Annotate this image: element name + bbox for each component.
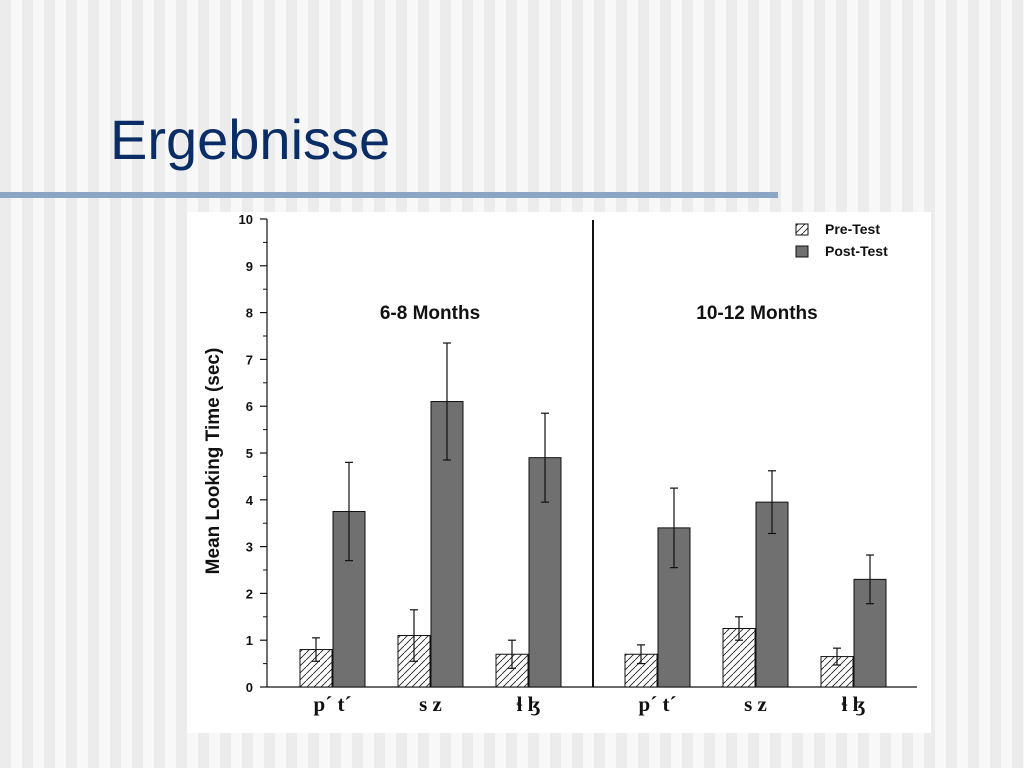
category-label: ɬ ɮ [517, 692, 541, 716]
category-label: s z [744, 692, 767, 716]
y-tick-label: 0 [246, 680, 253, 695]
category-label: p´ t´ [639, 692, 677, 716]
legend-swatch-pre-test [795, 223, 809, 236]
legend-swatch-post-test [795, 245, 809, 258]
y-tick-label: 9 [246, 259, 253, 274]
legend-label-post-test: Post-Test [825, 243, 888, 259]
legend-label-pre-test: Pre-Test [825, 221, 880, 237]
chart-panel: 0 1 2 3 4 5 6 7 8 9 10 Mean Looking Time (sec) 6-8 M… [187, 212, 931, 733]
panel-title-1: 6-8 Months [380, 303, 480, 324]
y-tick-label: 5 [246, 446, 253, 461]
category-label: p´ t´ [314, 692, 352, 716]
y-tick-label: 3 [246, 540, 253, 555]
y-tick-label: 10 [239, 212, 253, 227]
y-tick-label: 7 [246, 352, 253, 367]
panel-title-2: 10-12 Months [696, 303, 817, 324]
y-tick-label: 2 [246, 586, 253, 601]
y-tick-label: 1 [246, 633, 253, 648]
slide-title: Ergebnisse [110, 108, 391, 171]
bar-chart: 0 1 2 3 4 5 6 7 8 9 10 Mean Looking Time (sec) 6-8 M… [203, 212, 917, 716]
y-tick-label: 4 [246, 493, 254, 508]
y-tick-label: 8 [246, 306, 253, 321]
y-axis-label: Mean Looking Time (sec) [203, 348, 224, 575]
category-label: ɬ ɮ [842, 692, 866, 716]
title-divider [0, 192, 778, 198]
category-label: s z [419, 692, 442, 716]
y-tick-label: 6 [246, 399, 253, 414]
